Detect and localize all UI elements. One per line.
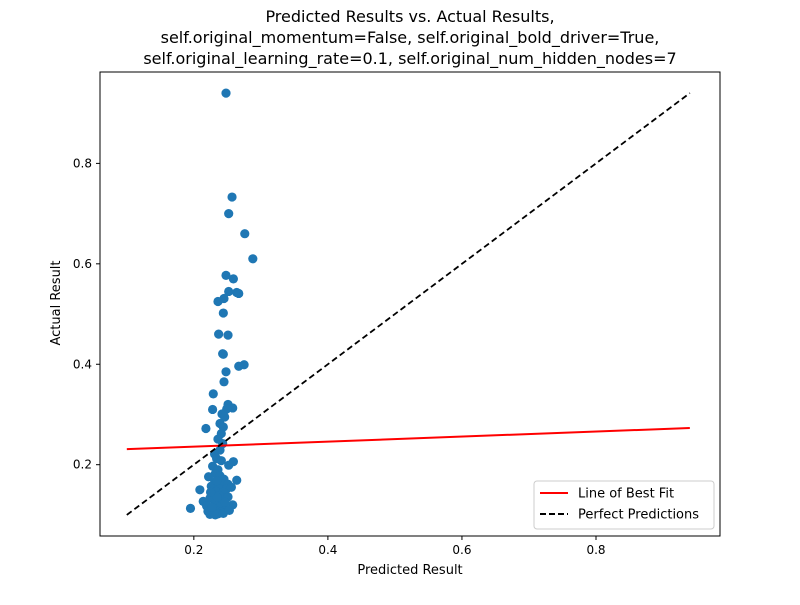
chart-title-line-2: self.original_momentum=False, self.origi…	[161, 28, 660, 48]
data-point	[218, 349, 228, 359]
data-point	[221, 88, 231, 98]
data-point	[220, 412, 230, 422]
legend-best-fit-label: Line of Best Fit	[578, 487, 674, 502]
data-point	[224, 286, 234, 297]
data-point	[248, 254, 258, 264]
legend-box	[533, 480, 715, 530]
data-point	[220, 497, 230, 507]
data-point	[240, 229, 250, 239]
data-point	[224, 209, 234, 219]
data-point	[227, 192, 237, 202]
x-axis-label: Predicted Result	[357, 563, 462, 578]
legend: Line of Best Fit Perfect Predictions	[533, 480, 715, 530]
data-point	[203, 472, 214, 482]
data-point	[234, 361, 244, 371]
data-point	[221, 270, 231, 280]
axes: 0.2 0.4 0.6 0.8 0.2 0.4 0.6 0.8	[73, 71, 721, 557]
y-tick-label: 0.8	[73, 156, 92, 170]
data-point	[228, 274, 238, 284]
y-axis-label: Actual Result	[49, 260, 64, 345]
data-point	[226, 482, 236, 492]
perfect-predictions-line	[126, 92, 691, 516]
x-tick-label: 0.6	[452, 543, 471, 557]
data-point	[212, 492, 222, 502]
data-point	[224, 460, 234, 470]
data-point	[185, 503, 196, 513]
x-tick-label: 0.4	[318, 543, 337, 557]
x-tick-label: 0.8	[586, 543, 605, 557]
chart-title-line-3: self.original_learning_rate=0.1, self.or…	[143, 49, 676, 69]
data-point	[219, 377, 229, 387]
data-point	[208, 389, 218, 399]
x-tick-label: 0.2	[184, 543, 203, 557]
y-tick-label: 0.6	[73, 257, 92, 271]
data-point	[195, 485, 205, 495]
data-point	[212, 476, 222, 486]
data-point	[232, 475, 242, 485]
y-tick-label: 0.2	[73, 458, 92, 472]
data-point	[224, 505, 234, 515]
data-point	[213, 296, 223, 307]
data-point	[205, 487, 216, 497]
legend-perfect-label: Perfect Predictions	[578, 508, 699, 523]
data-point	[214, 329, 224, 339]
y-tick-label: 0.4	[73, 357, 92, 371]
data-point	[216, 456, 226, 466]
data-point	[218, 308, 228, 318]
data-point	[221, 367, 231, 377]
chart-title-line-1: Predicted Results vs. Actual Results,	[265, 7, 554, 26]
data-point	[201, 423, 211, 434]
data-point	[223, 330, 233, 340]
data-point	[208, 404, 218, 415]
plot-area	[126, 88, 691, 520]
data-point	[210, 510, 220, 520]
data-point	[234, 288, 244, 299]
data-point	[207, 502, 217, 512]
plot-frame	[99, 71, 721, 537]
